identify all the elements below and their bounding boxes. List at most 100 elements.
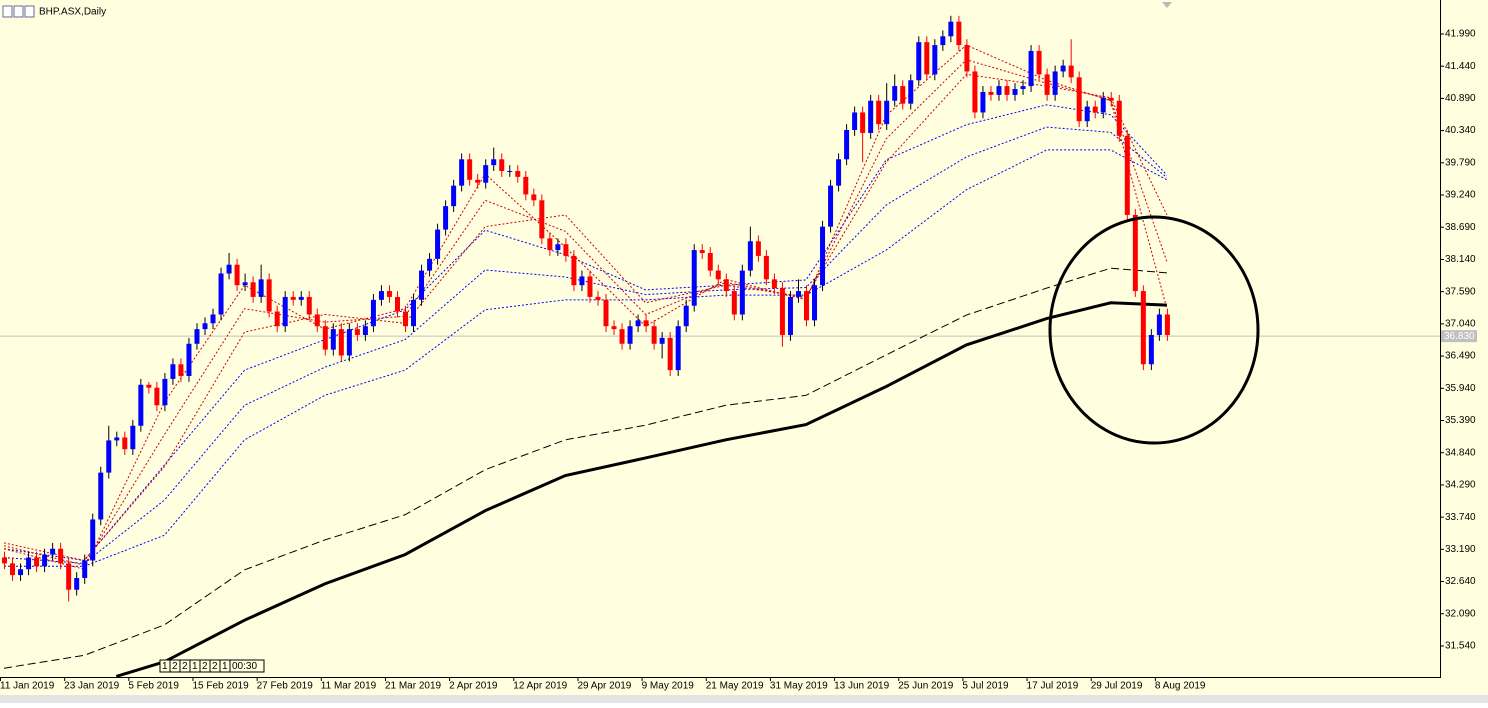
candle-body [34,557,40,567]
candle-body [820,226,826,286]
candle-body [1020,86,1026,90]
candle-body [467,159,473,180]
candle-body [956,21,962,46]
candle-body [515,171,521,177]
candle-body [443,206,449,230]
candle-body [106,440,112,473]
candle-body [723,279,729,292]
candle-body [563,244,569,256]
candle-body [1052,71,1058,95]
candle-body [403,311,408,327]
y-tick-label: 32.640 [1445,576,1476,587]
ma-line [3,126,1168,564]
candle-body [435,229,441,259]
candle-body [1044,74,1050,95]
candle-body [42,554,48,567]
candle-body [146,384,152,388]
x-tick-label: 11 Mar 2019 [321,681,377,692]
ma-line [3,44,1168,570]
candle-body [916,42,922,81]
candle-body [948,21,954,37]
timer-text: 2 [202,661,208,672]
bid-label: 36.830 [1444,331,1475,342]
candle-body [755,241,761,256]
candle-body [1036,50,1042,75]
candle-body [731,291,737,315]
candle-body [170,364,176,379]
candle-body [932,45,938,75]
candle-body [860,112,866,133]
candle-body [699,250,705,253]
candle-body [10,563,16,576]
candle-body [1028,50,1034,87]
y-tick-label: 33.740 [1445,512,1476,523]
timer-text: 1 [192,661,198,672]
candle-body [98,472,104,520]
candle-body [491,159,497,166]
y-tick-label: 37.590 [1445,286,1476,297]
candle-body [1124,135,1130,215]
candle-body [475,179,481,183]
symbol-icon [2,5,35,18]
candle-body [306,296,312,315]
candle-body [18,569,24,576]
candle-body [739,270,745,315]
y-tick-label: 41.440 [1445,61,1476,72]
candle-body [451,185,457,207]
candle-body [290,296,296,300]
candle-body [1132,214,1138,292]
timer-text: 2 [212,661,218,672]
candle-body [940,36,946,46]
candle-body [90,519,96,561]
candle-body [162,378,168,406]
candle-body [852,112,858,131]
y-tick-label: 38.140 [1445,254,1476,265]
candle-body [2,557,7,564]
candle-body [338,329,344,356]
y-tick-label: 36.490 [1445,351,1476,362]
candle-body [659,337,665,344]
candle-body [707,252,713,271]
y-tick-label: 39.790 [1445,157,1476,168]
candle-body [1076,77,1082,122]
timer-cell [229,659,265,673]
candle-body [828,185,834,227]
y-tick-label: 38.690 [1445,222,1476,233]
ma-line [4,149,1168,567]
candle-body [362,326,368,335]
candle-body [980,91,986,113]
candle-body [627,326,633,344]
candle-body [523,176,529,195]
y-tick-label: 41.990 [1445,29,1476,40]
candle-body [218,273,224,315]
candle-body [804,291,809,321]
candle-body [908,80,914,104]
candle-body [579,276,585,286]
y-tick-label: 39.240 [1445,190,1476,201]
x-tick-label: 29 Jul 2019 [1091,681,1143,692]
candle-body [1108,97,1114,101]
candle-body [419,270,425,300]
candle-body [884,100,890,125]
highlight-circle [1048,215,1260,445]
scroll-strip [0,695,1488,703]
y-tick-label: 32.090 [1445,608,1476,619]
candle-body [900,86,906,104]
candle-body [763,255,769,280]
candle-body [258,279,264,297]
candle-body [1012,89,1018,95]
candle-body [812,285,818,321]
candle-body [539,200,545,239]
candle-body [675,326,681,371]
candle-body [691,250,697,306]
ma-line [115,301,1167,677]
candle-body [74,578,80,590]
x-tick-label: 11 Jan 2019 [0,681,55,692]
y-tick-label: 35.940 [1445,383,1476,394]
candle-body [242,282,248,286]
candle-body [234,264,240,286]
candle-body [667,337,673,371]
x-tick-label: 15 Feb 2019 [192,681,249,692]
candle-body [354,329,360,335]
